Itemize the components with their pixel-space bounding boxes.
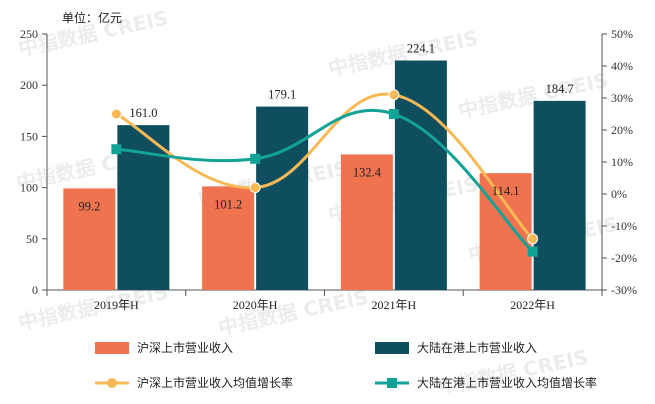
line-point-square <box>527 246 538 257</box>
line-hongkong-growth <box>116 108 534 253</box>
bar-data-label: 184.7 <box>546 82 574 96</box>
unit-label: 单位：亿元 <box>62 10 122 25</box>
y-left-tick-label: 0 <box>32 283 38 297</box>
line-point-square <box>388 109 399 119</box>
legend-swatch-bar <box>375 342 409 354</box>
bar-data-label: 224.1 <box>407 42 435 56</box>
bar-shenzhen-shanghai <box>479 173 532 290</box>
y-right-tick-label: 50% <box>611 27 633 41</box>
lines <box>110 89 539 257</box>
y-left-tick-label: 50 <box>26 232 38 246</box>
bars <box>63 60 586 291</box>
bar-data-label: 101.2 <box>214 197 242 211</box>
watermark-text: 中指数据 CREIS <box>216 285 370 340</box>
y-right-tick-label: -30% <box>611 283 637 297</box>
line-point-square <box>111 144 122 155</box>
y-right-tick-label: 30% <box>611 91 633 105</box>
y-left-tick-label: 200 <box>20 78 38 92</box>
y-left-tick-label: 100 <box>20 181 38 195</box>
y-right-tick-label: 40% <box>611 59 633 73</box>
legend-label: 沪深上市营业收入 <box>137 340 233 355</box>
bar-shenzhen-shanghai <box>202 186 255 290</box>
bar-hongkong <box>394 60 447 290</box>
watermark-text: 中指数据 CREIS <box>456 68 610 123</box>
y-left-tick-label: 250 <box>20 27 38 41</box>
bar-shenzhen-shanghai <box>63 188 116 290</box>
x-tick-label: 2021年H <box>372 298 417 312</box>
y-left-tick-label: 150 <box>20 129 38 143</box>
bar-data-label: 179.1 <box>268 88 296 102</box>
x-tick-label: 2022年H <box>510 298 555 312</box>
bar-data-label: 161.0 <box>129 106 157 120</box>
line-point-square <box>250 153 261 164</box>
bar-labels: 99.2 101.2 132.4 114.1 161.0 179.1 224.1 184.7 <box>78 42 573 214</box>
y-right-tick-label: -20% <box>611 251 637 265</box>
bar-hongkong <box>256 106 309 291</box>
bar-data-label: 132.4 <box>353 165 382 179</box>
y-right-tick-label: -10% <box>611 219 637 233</box>
bar-shenzhen-shanghai <box>340 154 393 290</box>
legend-marker-square <box>387 378 397 388</box>
line-shenzhen-shanghai-growth <box>115 92 534 240</box>
y-right-tick-label: 10% <box>611 155 633 169</box>
line-point-circle <box>527 233 539 245</box>
legend-label: 大陆在港上市营业收入 <box>417 340 537 355</box>
legend-marker-circle <box>107 378 117 388</box>
x-tick-label: 2019年H <box>94 298 139 312</box>
legend-label: 沪深上市营业收入均值增长率 <box>137 375 293 390</box>
line-point-circle <box>388 89 400 101</box>
legend-label: 大陆在港上市营业收入均值增长率 <box>417 375 597 390</box>
x-tick-label: 2020年H <box>233 298 278 312</box>
bar-hongkong <box>533 100 586 290</box>
y-right-tick-label: 20% <box>611 123 633 137</box>
y-right-tick-label: 0% <box>611 187 627 201</box>
legend-swatch-bar <box>95 342 129 354</box>
line-point-circle <box>249 182 261 194</box>
line-point-circle <box>110 108 122 120</box>
axes: 0 50 100 150 200 250 -30% -20% -10% 0% 10% 20% 30% 40… <box>20 27 637 312</box>
bar-data-label: 99.2 <box>78 199 100 213</box>
bar-data-label: 114.1 <box>492 184 520 198</box>
